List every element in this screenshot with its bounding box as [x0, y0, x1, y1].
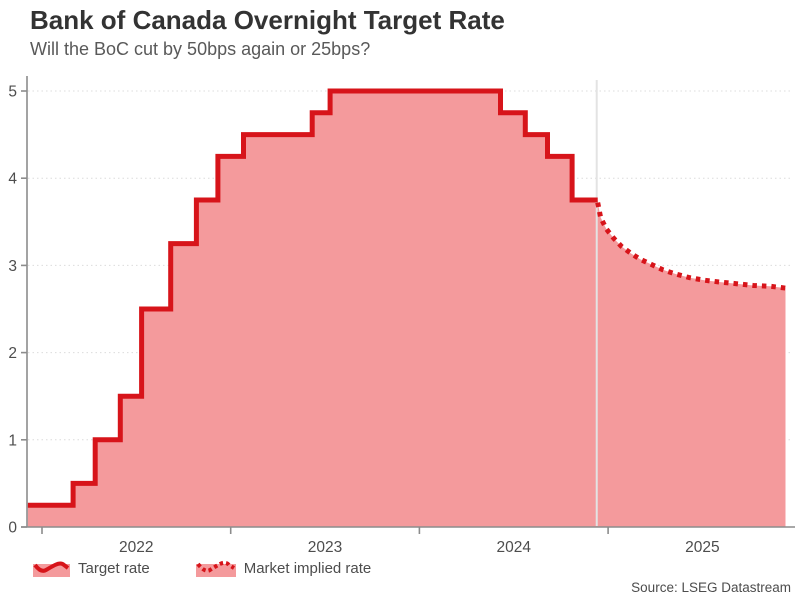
y-tick-label-1: 1	[8, 432, 17, 449]
legend-label-market-implied-rate: Market implied rate	[243, 559, 372, 577]
source-attribution: Source: LSEG Datastream	[631, 580, 791, 595]
x-tick-label-2023: 2023	[308, 539, 342, 556]
y-tick-label-3: 3	[8, 258, 17, 275]
x-tick-label-2025: 2025	[685, 539, 719, 556]
y-tick-label-5: 5	[8, 84, 17, 101]
market-implied-rate-swatch-icon	[195, 560, 236, 577]
y-tick-label-2: 2	[8, 345, 17, 362]
chart-subtitle: Will the BoC cut by 50bps again or 25bps…	[30, 39, 371, 59]
chart-title: Bank of Canada Overnight Target Rate	[30, 5, 505, 35]
target-rate-line	[27, 88, 598, 508]
target-rate-swatch-icon	[33, 561, 70, 577]
legend-label-target-rate: Target rate	[78, 559, 150, 577]
legend: Target rate Market implied rate	[33, 559, 371, 577]
y-tick-label-0: 0	[8, 520, 17, 537]
legend-item-target-rate: Target rate	[33, 559, 150, 577]
market-implied-line	[595, 202, 786, 291]
x-tick-label-2022: 2022	[119, 539, 153, 556]
x-tick-label-2024: 2024	[496, 539, 531, 556]
y-tick-label-4: 4	[8, 171, 17, 188]
legend-item-market-implied-rate: Market implied rate	[195, 559, 372, 577]
